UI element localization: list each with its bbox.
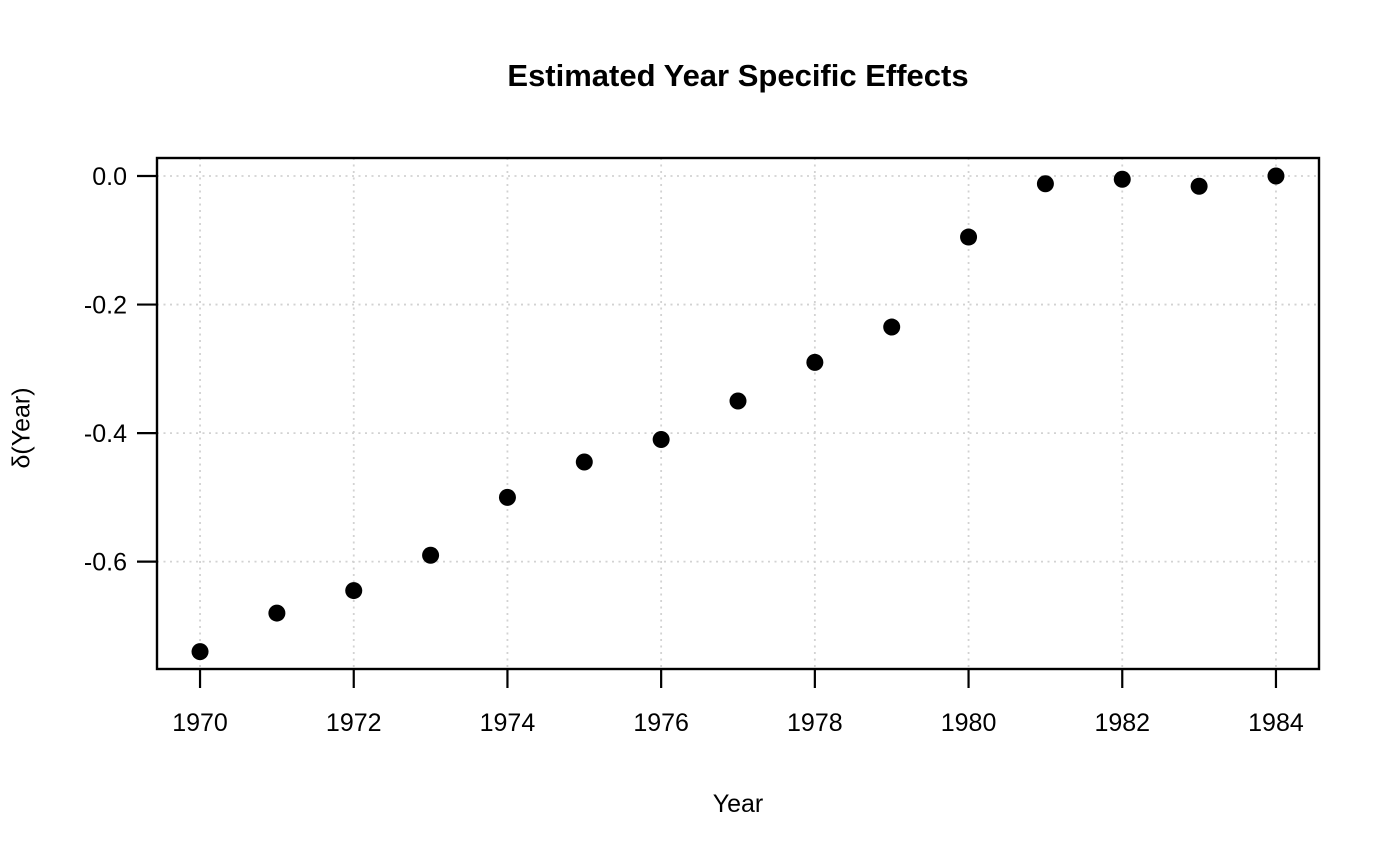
y-tick-label: -0.4 [84,420,127,448]
x-tick-label: 1978 [787,709,843,737]
data-point [806,353,824,371]
data-point [422,546,440,564]
x-tick-label: 1980 [941,709,997,737]
x-axis-title: Year [712,790,764,818]
data-point [345,582,363,600]
x-tick-label: 1976 [633,709,689,737]
x-tick-label: 1974 [480,709,536,737]
x-tick-label: 1972 [326,709,382,737]
data-point [729,392,747,410]
plot-border [155,156,1321,671]
y-tick-label: -0.2 [84,292,127,320]
y-tick-label: -0.6 [84,549,127,577]
data-point [1267,167,1285,185]
data-point [1036,175,1054,193]
chart-title: Estimated Year Specific Effects [507,58,969,93]
data-point [191,643,209,661]
data-point [1190,177,1208,195]
y-tick-label: 0.0 [92,163,127,191]
data-point [498,488,516,506]
data-point [652,431,670,449]
x-tick-label: 1982 [1094,709,1150,737]
x-tick-label: 1984 [1248,709,1304,737]
data-point [268,604,286,622]
x-tick-label: 1970 [172,709,228,737]
data-point [575,453,593,471]
data-point [960,228,978,246]
data-point [1113,170,1131,188]
data-point [883,318,901,336]
